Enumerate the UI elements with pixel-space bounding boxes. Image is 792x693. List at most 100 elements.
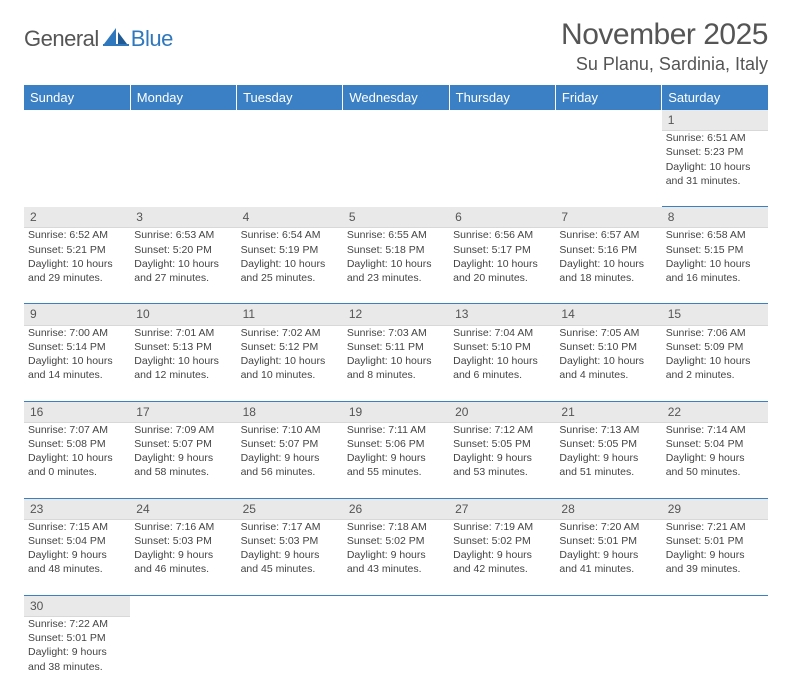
content-row: Sunrise: 7:22 AMSunset: 5:01 PMDaylight:… [24,617,768,693]
sunset-text: Sunset: 5:04 PM [666,437,764,451]
sunrise-text: Sunrise: 7:12 AM [453,423,551,437]
sunset-text: Sunset: 5:13 PM [134,340,232,354]
sunrise-text: Sunrise: 6:52 AM [28,228,126,242]
sunrise-text: Sunrise: 6:51 AM [666,131,764,145]
sunset-text: Sunset: 5:17 PM [453,243,551,257]
brand-logo: General Blue [24,18,173,52]
daylight1-text: Daylight: 9 hours [134,451,232,465]
daylight1-text: Daylight: 9 hours [559,548,657,562]
day-number-cell: 16 [24,401,130,422]
sunrise-text: Sunrise: 7:11 AM [347,423,445,437]
day-cell: Sunrise: 7:05 AMSunset: 5:10 PMDaylight:… [555,325,661,401]
day-number-cell [555,595,661,616]
location: Su Planu, Sardinia, Italy [561,54,768,75]
daylight2-text: and 51 minutes. [559,465,657,479]
daylight2-text: and 46 minutes. [134,562,232,576]
weekday-header: Friday [555,85,661,110]
day-cell: Sunrise: 7:09 AMSunset: 5:07 PMDaylight:… [130,422,236,498]
sunrise-text: Sunrise: 7:19 AM [453,520,551,534]
sunset-text: Sunset: 5:20 PM [134,243,232,257]
day-cell: Sunrise: 6:51 AMSunset: 5:23 PMDaylight:… [662,131,768,207]
weekday-header: Tuesday [237,85,343,110]
sunset-text: Sunset: 5:14 PM [28,340,126,354]
daylight2-text: and 55 minutes. [347,465,445,479]
daynum-row: 2345678 [24,207,768,228]
day-cell [130,617,236,693]
daylight1-text: Daylight: 9 hours [347,548,445,562]
day-cell: Sunrise: 7:04 AMSunset: 5:10 PMDaylight:… [449,325,555,401]
weekday-header: Monday [130,85,236,110]
daylight1-text: Daylight: 9 hours [453,451,551,465]
content-row: Sunrise: 7:00 AMSunset: 5:14 PMDaylight:… [24,325,768,401]
daylight2-text: and 50 minutes. [666,465,764,479]
day-cell: Sunrise: 7:12 AMSunset: 5:05 PMDaylight:… [449,422,555,498]
daylight1-text: Daylight: 9 hours [134,548,232,562]
weekday-header: Sunday [24,85,130,110]
daynum-row: 9101112131415 [24,304,768,325]
day-number-cell: 3 [130,207,236,228]
day-cell [130,131,236,207]
sunrise-text: Sunrise: 7:16 AM [134,520,232,534]
daylight1-text: Daylight: 10 hours [28,257,126,271]
daylight1-text: Daylight: 10 hours [666,354,764,368]
day-cell: Sunrise: 6:57 AMSunset: 5:16 PMDaylight:… [555,228,661,304]
daylight2-text: and 42 minutes. [453,562,551,576]
day-number-cell: 30 [24,595,130,616]
sunset-text: Sunset: 5:21 PM [28,243,126,257]
day-number-cell: 4 [237,207,343,228]
sunrise-text: Sunrise: 7:06 AM [666,326,764,340]
day-cell [237,131,343,207]
day-cell: Sunrise: 7:18 AMSunset: 5:02 PMDaylight:… [343,519,449,595]
sunrise-text: Sunrise: 7:15 AM [28,520,126,534]
daylight1-text: Daylight: 9 hours [559,451,657,465]
daylight2-text: and 2 minutes. [666,368,764,382]
daylight2-text: and 27 minutes. [134,271,232,285]
day-cell: Sunrise: 7:20 AMSunset: 5:01 PMDaylight:… [555,519,661,595]
day-cell: Sunrise: 7:07 AMSunset: 5:08 PMDaylight:… [24,422,130,498]
sunset-text: Sunset: 5:12 PM [241,340,339,354]
day-number-cell: 8 [662,207,768,228]
sunrise-text: Sunrise: 7:13 AM [559,423,657,437]
daylight2-text: and 56 minutes. [241,465,339,479]
content-row: Sunrise: 6:52 AMSunset: 5:21 PMDaylight:… [24,228,768,304]
day-number-cell: 18 [237,401,343,422]
content-row: Sunrise: 6:51 AMSunset: 5:23 PMDaylight:… [24,131,768,207]
sunrise-text: Sunrise: 7:22 AM [28,617,126,631]
day-number-cell [237,595,343,616]
day-number-cell: 24 [130,498,236,519]
day-cell [449,131,555,207]
sunset-text: Sunset: 5:03 PM [134,534,232,548]
daylight1-text: Daylight: 10 hours [453,257,551,271]
day-number-cell: 17 [130,401,236,422]
day-cell: Sunrise: 7:10 AMSunset: 5:07 PMDaylight:… [237,422,343,498]
day-cell: Sunrise: 7:17 AMSunset: 5:03 PMDaylight:… [237,519,343,595]
daylight1-text: Daylight: 10 hours [241,257,339,271]
sunset-text: Sunset: 5:16 PM [559,243,657,257]
sunrise-text: Sunrise: 7:20 AM [559,520,657,534]
day-number-cell: 13 [449,304,555,325]
daylight1-text: Daylight: 10 hours [347,257,445,271]
sail-icon [103,27,129,52]
sunset-text: Sunset: 5:01 PM [666,534,764,548]
day-cell [662,617,768,693]
daylight1-text: Daylight: 10 hours [28,451,126,465]
day-cell [449,617,555,693]
sunrise-text: Sunrise: 7:18 AM [347,520,445,534]
daylight1-text: Daylight: 10 hours [134,257,232,271]
sunrise-text: Sunrise: 7:14 AM [666,423,764,437]
day-number-cell [449,595,555,616]
daylight1-text: Daylight: 10 hours [453,354,551,368]
day-cell: Sunrise: 7:13 AMSunset: 5:05 PMDaylight:… [555,422,661,498]
sunset-text: Sunset: 5:09 PM [666,340,764,354]
daylight1-text: Daylight: 9 hours [241,548,339,562]
day-number-cell [662,595,768,616]
sunrise-text: Sunrise: 7:09 AM [134,423,232,437]
day-number-cell: 1 [662,110,768,131]
day-number-cell: 14 [555,304,661,325]
sunrise-text: Sunrise: 7:07 AM [28,423,126,437]
day-cell: Sunrise: 7:03 AMSunset: 5:11 PMDaylight:… [343,325,449,401]
day-number-cell: 22 [662,401,768,422]
daylight1-text: Daylight: 9 hours [241,451,339,465]
sunrise-text: Sunrise: 7:04 AM [453,326,551,340]
day-number-cell: 20 [449,401,555,422]
